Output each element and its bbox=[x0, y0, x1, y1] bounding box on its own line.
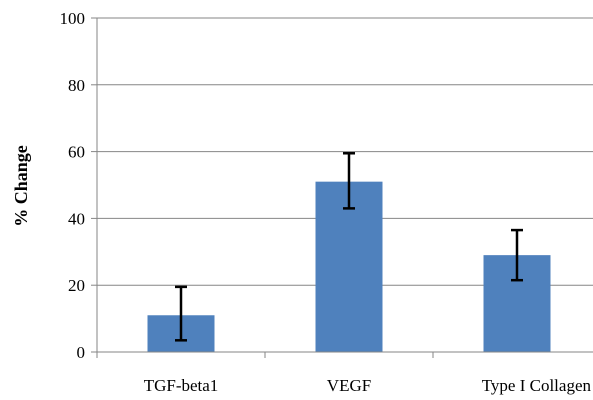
x-tick-labels: TGF-beta1 VEGF Type I Collagen bbox=[144, 376, 592, 395]
bar-vegf bbox=[315, 181, 383, 352]
y-tick-label: 80 bbox=[68, 76, 85, 95]
error-bars bbox=[175, 152, 523, 342]
x-tick-label: Type I Collagen bbox=[482, 376, 592, 395]
bars bbox=[147, 181, 551, 352]
axes bbox=[91, 17, 593, 358]
x-tick-label: VEGF bbox=[327, 376, 371, 395]
y-tick-labels: 0 20 40 60 80 100 bbox=[60, 9, 86, 362]
y-tick-label: 0 bbox=[77, 343, 86, 362]
y-axis-title: % Change bbox=[11, 145, 31, 227]
y-tick-label: 20 bbox=[68, 276, 85, 295]
y-tick-label: 60 bbox=[68, 143, 85, 162]
y-tick-label: 40 bbox=[68, 209, 85, 228]
y-tick-label: 100 bbox=[60, 9, 86, 28]
x-tick-label: TGF-beta1 bbox=[144, 376, 219, 395]
